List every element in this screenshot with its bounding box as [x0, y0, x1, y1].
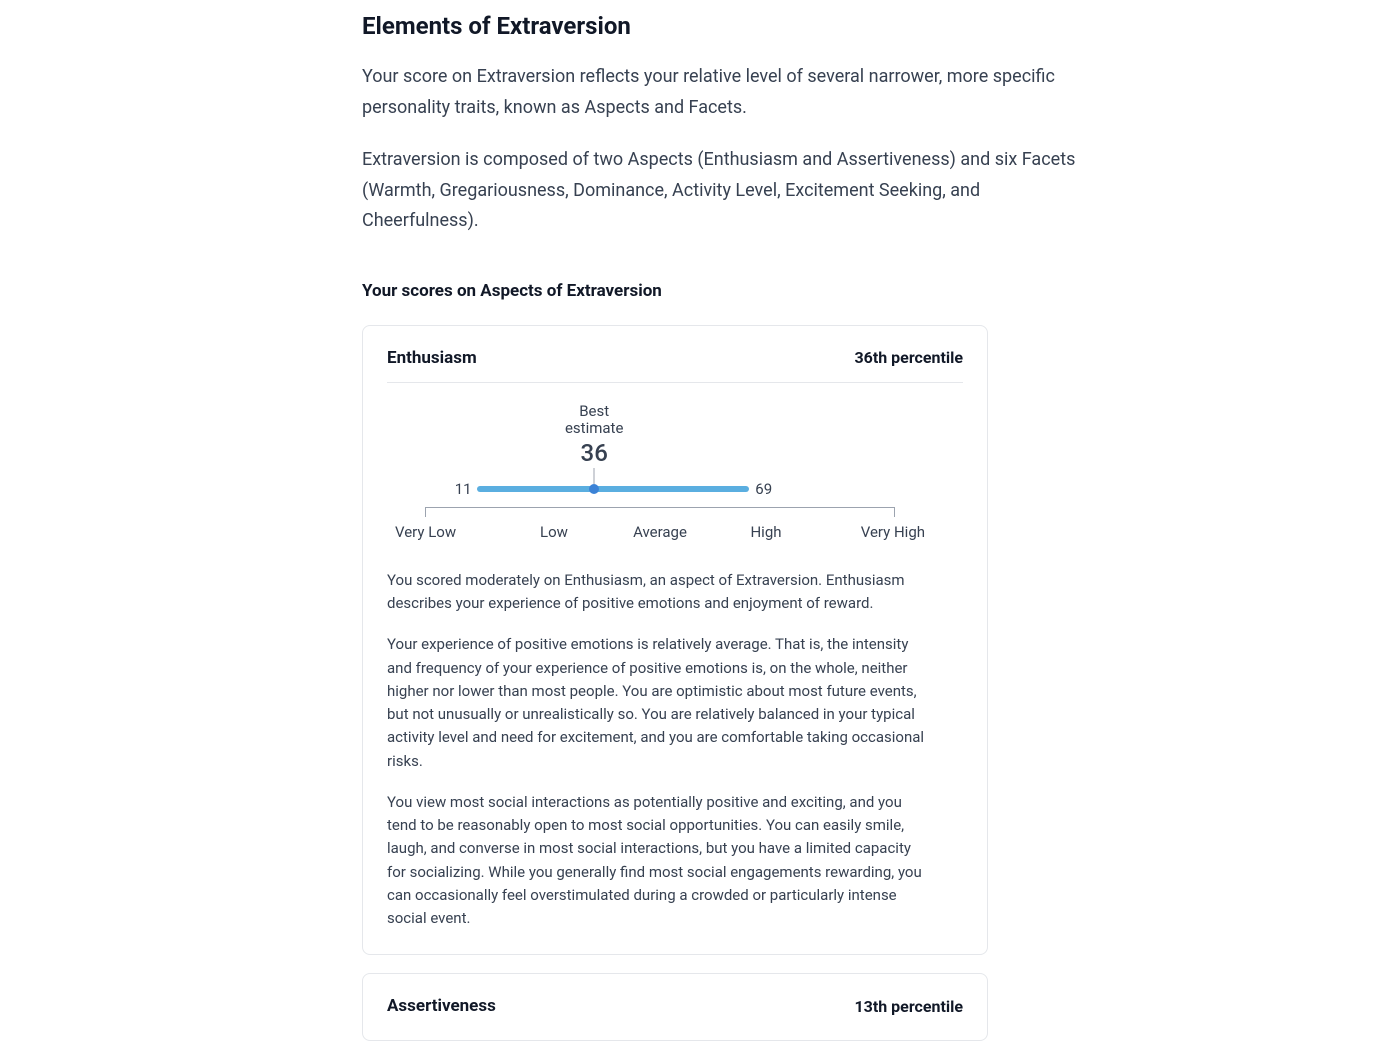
- best-estimate-label: Bestestimate 36: [565, 403, 623, 468]
- aspect-name: Enthusiasm: [387, 348, 477, 368]
- estimate-value: 36: [565, 439, 623, 467]
- range-high-value: 69: [755, 480, 772, 498]
- axis-scale-label: Very Low: [395, 523, 501, 541]
- confidence-range-bar: [477, 486, 750, 492]
- intro-paragraph-1: Your score on Extraversion reflects your…: [362, 62, 1082, 123]
- marker-pointer-line: [594, 468, 595, 484]
- range-low-value: 11: [455, 480, 472, 498]
- axis-scale-label: High: [713, 523, 819, 541]
- axis-scale-labels: Very LowLowAverageHighVery High: [395, 523, 925, 541]
- aspect-percentile: 36th percentile: [854, 348, 963, 367]
- aspects-subheading: Your scores on Aspects of Extraversion: [362, 281, 1082, 301]
- aspect-card: Enthusiasm 36th percentile Bestestimate 36 1…: [362, 325, 988, 956]
- range-bar-row: 11 69: [425, 479, 895, 499]
- aspects-list: Enthusiasm 36th percentile Bestestimate 36 1…: [362, 325, 1082, 1042]
- axis-scale-label: Average: [607, 523, 713, 541]
- aspect-description-paragraph: You view most social interactions as pot…: [387, 791, 932, 931]
- percentile-chart: Bestestimate 36 11 69 Very LowLowAverageHigh…: [390, 403, 960, 541]
- page-title: Elements of Extraversion: [362, 12, 1082, 40]
- estimate-caption: Best: [565, 403, 623, 420]
- estimate-caption: estimate: [565, 420, 623, 437]
- intro-paragraph-2: Extraversion is composed of two Aspects …: [362, 145, 1082, 237]
- aspect-card-header: Assertiveness 13th percentile: [387, 996, 963, 1016]
- best-estimate-marker: [589, 484, 599, 494]
- axis-line: [425, 507, 895, 517]
- report-container: Elements of Extraversion Your score on E…: [362, 12, 1082, 1041]
- aspect-description-paragraph: Your experience of positive emotions is …: [387, 633, 932, 773]
- aspect-description: You scored moderately on Enthusiasm, an …: [387, 569, 963, 931]
- axis-scale-label: Low: [501, 523, 607, 541]
- axis-scale-label: Very High: [819, 523, 925, 541]
- aspect-percentile: 13th percentile: [854, 997, 963, 1016]
- aspect-card: Assertiveness 13th percentile: [362, 973, 988, 1041]
- aspect-card-header: Enthusiasm 36th percentile: [387, 348, 963, 383]
- aspect-description-paragraph: You scored moderately on Enthusiasm, an …: [387, 569, 932, 616]
- aspect-name: Assertiveness: [387, 996, 496, 1016]
